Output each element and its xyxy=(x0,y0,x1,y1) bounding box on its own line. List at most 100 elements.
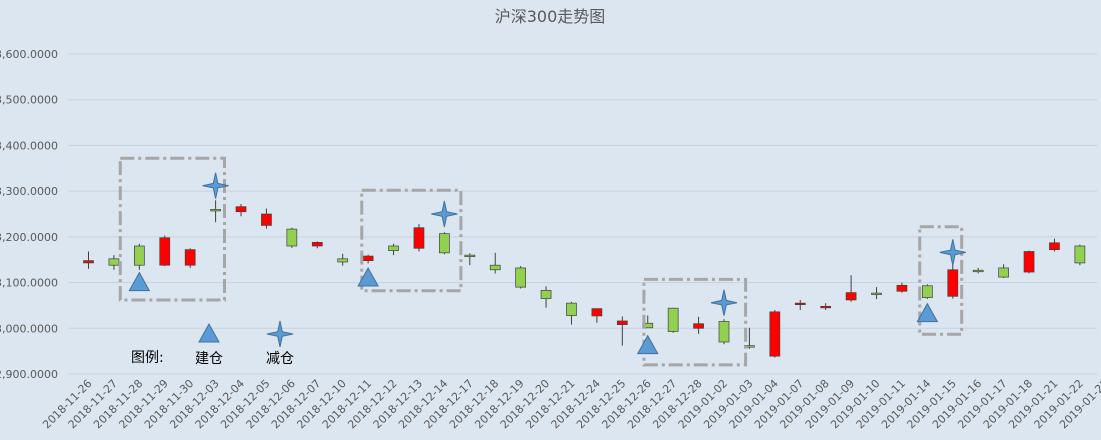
candle xyxy=(566,301,577,325)
sell-star-marker xyxy=(939,239,966,266)
candle xyxy=(845,275,857,302)
y-tick-label: 3,000.0000 xyxy=(0,322,58,335)
y-tick-label: 3,300.0000 xyxy=(0,185,58,198)
candle xyxy=(667,307,679,333)
y-tick-label: 3,500.0000 xyxy=(0,94,58,107)
candle xyxy=(133,243,145,270)
highlight-boxes xyxy=(118,156,964,367)
candle-body xyxy=(667,307,679,332)
candle-body xyxy=(1023,251,1035,273)
sell-star-marker xyxy=(202,172,229,199)
candle xyxy=(794,299,806,310)
buy-triangle-marker xyxy=(916,302,939,323)
candle-body xyxy=(489,264,501,271)
candle xyxy=(922,284,933,300)
candle-body xyxy=(693,323,704,329)
sell-star-marker xyxy=(710,289,738,316)
y-tick-label: 2,900.0000 xyxy=(0,368,58,381)
candle-body xyxy=(591,308,603,317)
candle-body xyxy=(820,305,832,309)
candle-body xyxy=(922,285,933,299)
candle xyxy=(871,287,882,300)
candle-body xyxy=(540,289,552,299)
candle-body xyxy=(108,258,120,266)
candle xyxy=(439,232,450,255)
candle-body xyxy=(311,241,323,247)
candle-body xyxy=(337,258,349,263)
candle xyxy=(896,282,908,293)
legend-star-icon xyxy=(266,320,294,348)
candle xyxy=(998,264,1009,278)
candle-body xyxy=(515,267,526,288)
candle-body xyxy=(133,245,145,266)
candle-body xyxy=(998,267,1009,278)
y-tick-label: 3,400.0000 xyxy=(0,139,58,152)
trade-markers xyxy=(128,172,966,355)
candle-body xyxy=(286,228,298,247)
candle-body xyxy=(235,206,247,213)
sell-star-marker xyxy=(431,200,458,228)
candle-body xyxy=(261,213,272,226)
candle-body xyxy=(871,292,882,295)
highlight-box xyxy=(642,277,748,367)
candle-body xyxy=(947,269,959,297)
candle-body xyxy=(83,260,94,264)
candle-body xyxy=(845,292,857,301)
highlight-box xyxy=(118,156,226,302)
candle xyxy=(159,235,171,267)
candles xyxy=(83,200,1086,358)
candle-body xyxy=(210,209,221,212)
candle-body xyxy=(769,311,781,357)
candle xyxy=(769,310,781,358)
candle xyxy=(83,251,94,269)
candle-body xyxy=(896,284,908,292)
candle xyxy=(311,241,323,249)
legend-triangle-icon xyxy=(198,322,220,343)
y-tick-label: 3,200.0000 xyxy=(0,231,58,244)
candle xyxy=(1049,238,1060,252)
candle xyxy=(337,253,349,266)
candle-body xyxy=(972,269,984,273)
chart-title: 沪深300走势图 xyxy=(495,7,606,26)
candle xyxy=(464,253,476,266)
legend: 图例: 建仓 减仓 xyxy=(131,320,294,367)
candle xyxy=(972,267,984,274)
candle xyxy=(591,308,603,323)
candle-body xyxy=(184,249,196,266)
candle-body xyxy=(794,302,806,305)
legend-label: 图例: xyxy=(131,350,164,366)
candle xyxy=(540,286,552,308)
candle-body xyxy=(388,245,399,251)
legend-entry-label: 减仓 xyxy=(266,351,294,367)
candle xyxy=(286,227,298,248)
y-tick-label: 3,600.0000 xyxy=(0,48,58,61)
candle-body xyxy=(566,302,577,316)
highlight-box xyxy=(918,225,964,336)
candle-body xyxy=(616,320,628,325)
candle xyxy=(616,316,628,346)
buy-triangle-marker xyxy=(128,271,151,292)
candle xyxy=(261,208,272,229)
candle xyxy=(1023,250,1035,274)
candle-body xyxy=(718,321,730,343)
candle-body xyxy=(362,255,374,261)
candle xyxy=(718,319,730,345)
y-axis-labels: 2,900.0000 3,000.0000 3,100.0000 3,200.0000… xyxy=(0,48,58,381)
y-tick-label: 3,100.0000 xyxy=(0,277,58,290)
candle-body xyxy=(464,254,476,257)
legend-entry-label: 建仓 xyxy=(195,351,223,367)
buy-triangle-marker xyxy=(357,266,379,287)
candle-body xyxy=(413,227,425,249)
candle xyxy=(515,266,526,289)
candle xyxy=(184,248,196,268)
gridlines xyxy=(68,53,1097,375)
candle xyxy=(210,200,221,223)
candle-body xyxy=(159,237,171,266)
candle xyxy=(413,224,425,252)
candle xyxy=(388,243,399,256)
candle xyxy=(1074,244,1086,266)
candle xyxy=(693,316,704,334)
candle xyxy=(820,303,832,310)
candle xyxy=(489,252,501,274)
